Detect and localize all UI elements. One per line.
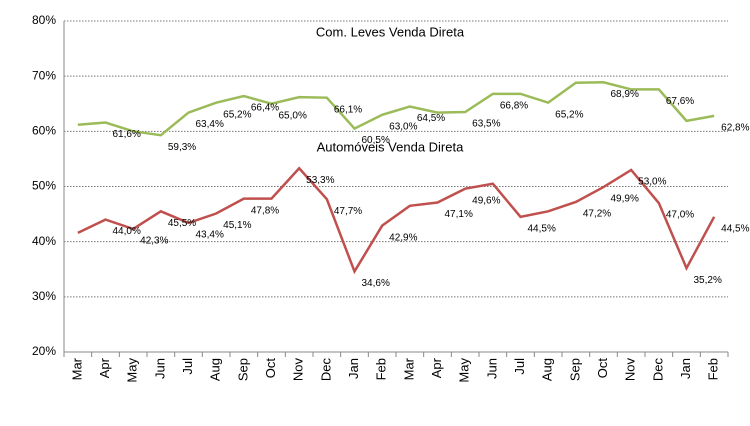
data-label: 66,8%	[500, 100, 528, 111]
series-line	[77, 80, 715, 137]
x-tick-label: Sep	[567, 358, 582, 381]
x-tick-label: Mar	[69, 357, 84, 380]
data-label: 67,6%	[666, 96, 694, 107]
x-tick-label: Apr	[97, 357, 112, 378]
data-label: 63,0%	[389, 121, 417, 132]
data-label: 45,1%	[223, 220, 251, 231]
y-tick-label: 20%	[32, 344, 56, 358]
x-tick-label: Dec	[650, 358, 665, 382]
x-tick-label: Feb	[706, 358, 721, 380]
data-label: 59,3%	[168, 142, 196, 153]
x-tick-label: Aug	[208, 358, 223, 381]
data-label: 53,0%	[638, 177, 666, 188]
data-label: 64,5%	[417, 113, 445, 124]
x-tick-label: May	[457, 358, 472, 383]
y-tick-label: 40%	[32, 234, 56, 248]
data-label: 66,1%	[334, 104, 362, 115]
x-tick-label: Nov	[623, 358, 638, 382]
x-tick-label: Jan	[678, 358, 693, 379]
data-label: 65,2%	[555, 109, 583, 120]
data-label: 62,8%	[721, 123, 749, 134]
data-label: 49,9%	[611, 194, 639, 205]
x-tick-label: Dec	[318, 358, 333, 382]
x-tick-label: Jun	[152, 358, 167, 379]
data-label: 42,9%	[389, 232, 417, 243]
series-name: Com. Leves Venda Direta	[316, 24, 465, 39]
x-tick-label: Jul	[512, 358, 527, 375]
x-tick-label: Jan	[346, 358, 361, 379]
data-label: 47,8%	[251, 205, 279, 216]
data-label: 63,5%	[472, 119, 500, 130]
data-label: 49,6%	[472, 195, 500, 206]
y-tick-label: 50%	[32, 179, 56, 193]
x-tick-label: Jun	[484, 358, 499, 379]
x-tick-label: Oct	[595, 358, 610, 379]
data-label: 43,4%	[196, 230, 224, 241]
x-tick-label: Aug	[540, 358, 555, 381]
data-label: 47,1%	[445, 209, 473, 220]
data-label: 68,9%	[611, 89, 639, 100]
x-tick-label: Sep	[235, 358, 250, 381]
x-tick-label: Mar	[401, 357, 416, 380]
data-label: 35,2%	[694, 275, 722, 286]
data-label: 45,5%	[168, 218, 196, 229]
x-tick-label: Nov	[291, 358, 306, 382]
data-label: 47,0%	[666, 210, 694, 221]
x-tick-label: Apr	[429, 357, 444, 378]
data-label: 47,7%	[334, 206, 362, 217]
data-label: 53,3%	[306, 175, 334, 186]
x-tick-label: Feb	[374, 358, 389, 380]
series-line	[77, 166, 716, 275]
x-tick-label: Oct	[263, 358, 278, 379]
data-label: 47,2%	[583, 209, 611, 220]
data-label: 44,5%	[528, 223, 556, 234]
y-tick-label: 60%	[32, 124, 56, 138]
data-label: 60,5%	[362, 135, 390, 146]
data-label: 44,5%	[721, 223, 749, 234]
data-label: 65,0%	[279, 110, 307, 121]
data-label: 42,3%	[140, 236, 168, 247]
data-label: 65,2%	[223, 109, 251, 120]
data-label: 34,6%	[362, 278, 390, 289]
data-label: 61,6%	[113, 129, 141, 140]
y-tick-label: 70%	[32, 68, 56, 82]
series-name: Automóveis Venda Direta	[317, 139, 464, 154]
y-tick-label: 30%	[32, 289, 56, 303]
x-tick-label: May	[125, 358, 140, 383]
data-label: 66,4%	[251, 103, 279, 114]
x-tick-label: Jul	[180, 358, 195, 375]
y-tick-label: 80%	[32, 13, 56, 27]
data-label: 44,0%	[113, 226, 141, 237]
data-label: 63,4%	[196, 119, 224, 130]
